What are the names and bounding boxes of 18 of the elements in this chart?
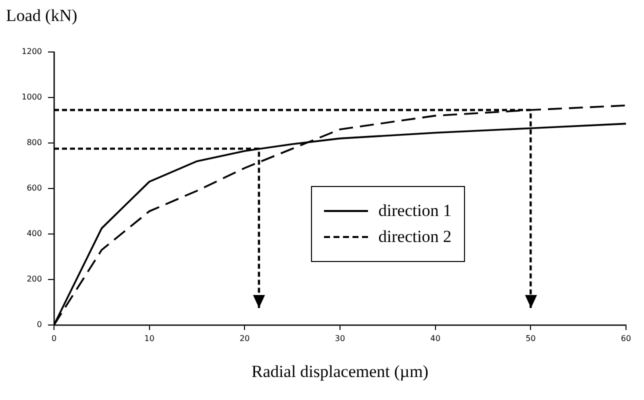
legend-label: direction 2: [378, 226, 452, 247]
legend-label: direction 1: [378, 200, 452, 221]
x-tick-label: 50: [526, 334, 536, 343]
y-tick-label: 200: [26, 274, 42, 284]
x-tick-label: 20: [240, 334, 250, 343]
x-tick-label: 60: [620, 334, 632, 343]
y-tick-label: 1200: [22, 47, 42, 56]
y-tick-label: 800: [26, 138, 42, 148]
x-axis-title: Radial displacement (µm): [252, 362, 428, 382]
y-tick-label: 0: [36, 320, 42, 330]
x-tick-label: 30: [334, 334, 346, 343]
y-tick-label: 1000: [22, 92, 42, 102]
y-tick-label: 400: [26, 229, 42, 238]
x-tick-label: 40: [430, 334, 440, 343]
y-tick-label: 600: [26, 184, 42, 193]
x-tick-label: 0: [51, 334, 57, 343]
x-tick-label: 10: [144, 334, 154, 343]
y-axis-title: Load (kN): [6, 6, 78, 26]
